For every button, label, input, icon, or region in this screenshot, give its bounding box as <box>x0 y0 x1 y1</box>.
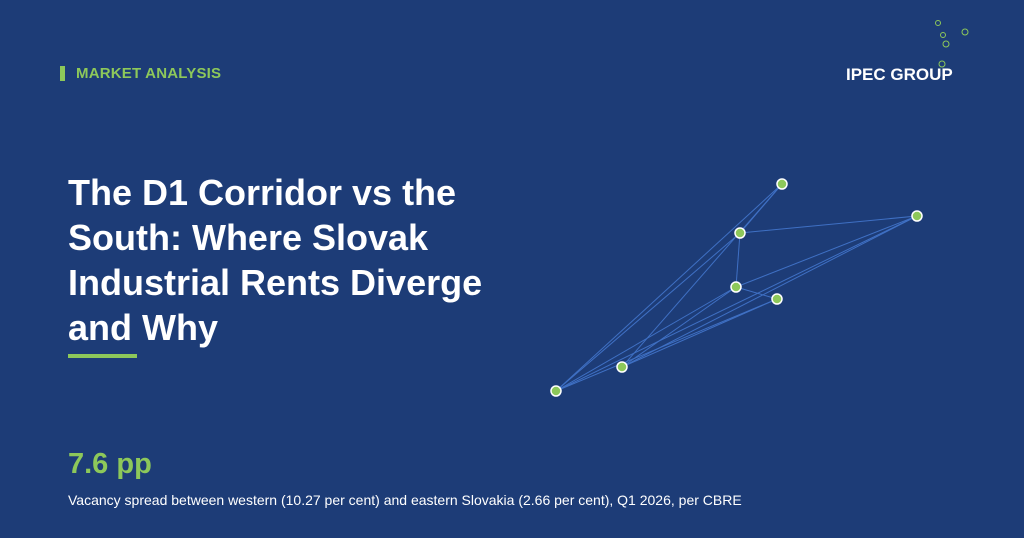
headline-rule <box>68 354 137 358</box>
headline: The D1 Corridor vs the South: Where Slov… <box>68 172 483 348</box>
stat-value: 7.6 pp <box>68 448 152 480</box>
network-nodes <box>550 178 923 397</box>
network-links <box>555 183 918 392</box>
section-label: MARKET ANALYSIS <box>76 65 222 82</box>
stat-description: Vacancy spread between western (10.27 pe… <box>68 492 742 508</box>
corner-dots <box>935 20 969 68</box>
brand: IPEC GROUP <box>846 65 953 84</box>
label-accent <box>60 66 65 81</box>
